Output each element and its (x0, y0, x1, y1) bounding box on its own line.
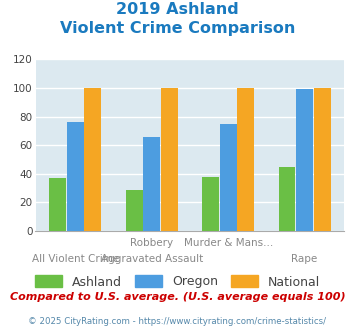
Bar (84, 88, 101, 231)
Bar (237, 88, 254, 231)
Bar (296, 89, 313, 231)
Bar (220, 124, 236, 231)
Text: Compared to U.S. average. (U.S. average equals 100): Compared to U.S. average. (U.S. average … (10, 292, 345, 302)
Bar (126, 189, 142, 231)
Text: 2019 Ashland: 2019 Ashland (116, 2, 239, 16)
Bar (202, 177, 219, 231)
Bar (279, 167, 295, 231)
Text: Murder & Mans...: Murder & Mans... (184, 238, 273, 248)
Text: Aggravated Assault: Aggravated Assault (100, 254, 203, 264)
Bar (49, 178, 66, 231)
Bar (67, 122, 84, 231)
Text: © 2025 CityRating.com - https://www.cityrating.com/crime-statistics/: © 2025 CityRating.com - https://www.city… (28, 317, 327, 326)
Legend: Ashland, Oregon, National: Ashland, Oregon, National (29, 270, 326, 293)
Text: Violent Crime Comparison: Violent Crime Comparison (60, 21, 295, 36)
Text: Robbery: Robbery (130, 238, 173, 248)
Bar (314, 88, 331, 231)
Bar (161, 88, 178, 231)
Text: Rape: Rape (291, 254, 318, 264)
Bar (143, 137, 160, 231)
Text: All Violent Crime: All Violent Crime (32, 254, 119, 264)
